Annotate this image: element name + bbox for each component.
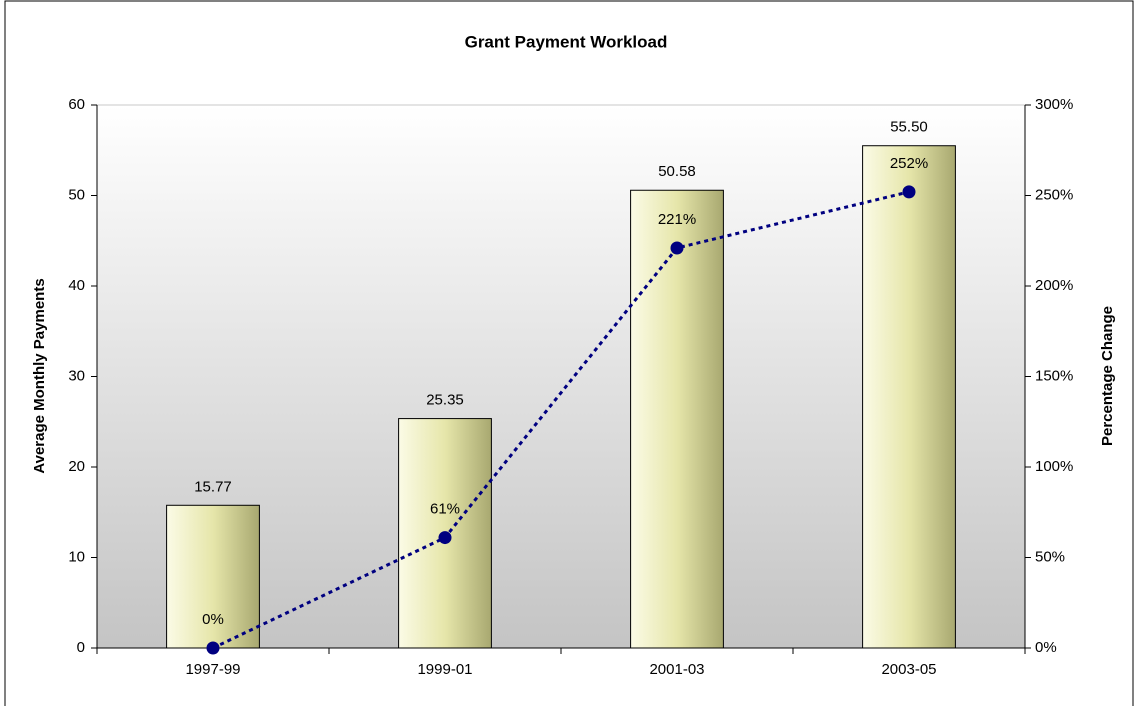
chart-title: Grant Payment Workload [465,32,668,51]
y2-tick-label: 300% [1035,96,1073,113]
x-tick-label: 2003-05 [881,661,936,678]
y-tick-label: 20 [68,458,85,475]
y-tick-label: 60 [68,96,85,113]
y2-axis-label: Percentage Change [1099,306,1116,446]
y-tick-label: 50 [68,186,85,203]
y2-tick-label: 100% [1035,458,1073,475]
line-value-label: 61% [430,501,460,518]
x-tick-label: 1999-01 [417,661,472,678]
bar-value-label: 15.77 [194,478,232,495]
line-value-label: 0% [202,611,224,628]
line-marker [438,531,452,545]
bar-value-label: 25.35 [426,392,464,409]
line-value-label: 252% [890,155,928,172]
line-value-label: 221% [658,211,696,228]
bar [166,504,260,649]
y-tick-label: 40 [68,277,85,294]
line-marker [670,241,684,255]
y2-tick-label: 150% [1035,367,1073,384]
bar-value-label: 50.58 [658,163,696,180]
y-tick-label: 10 [68,548,85,565]
y2-tick-label: 200% [1035,277,1073,294]
bar [862,145,956,649]
y2-tick-label: 0% [1035,639,1057,656]
y-tick-label: 0 [77,639,85,656]
x-tick-label: 2001-03 [649,661,704,678]
y2-tick-label: 50% [1035,548,1065,565]
y-axis-label: Average Monthly Payments [31,278,48,473]
x-tick-label: 1997-99 [185,661,240,678]
bar-value-label: 55.50 [890,119,928,136]
line-marker [206,641,220,655]
y-tick-label: 30 [68,367,85,384]
bar [630,189,724,649]
y2-tick-label: 250% [1035,186,1073,203]
line [212,190,910,650]
line-marker [902,185,916,199]
